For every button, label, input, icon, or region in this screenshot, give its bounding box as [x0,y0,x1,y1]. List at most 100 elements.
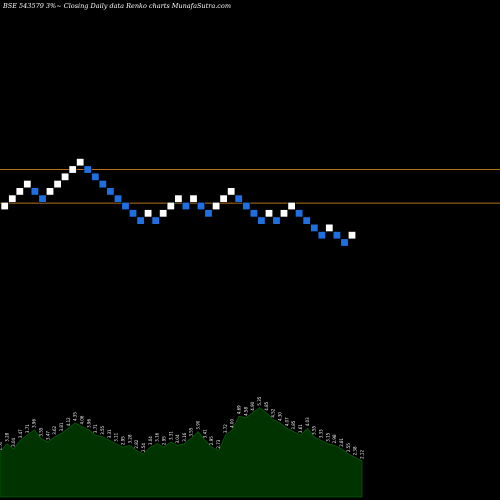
renko-brick-down [204,209,213,218]
volume-label: 2.38 [353,446,358,455]
renko-brick-down [114,194,123,203]
volume-label: 3.11 [114,432,119,441]
volume-label: 3.31 [168,431,173,440]
volume-label: 4.69 [237,405,242,414]
volume-label: 3.47 [45,431,50,440]
renko-brick-down [30,187,39,196]
volume-label: 3.61 [298,424,303,433]
volume-label: 4.52 [271,408,276,417]
renko-brick-down [249,209,258,218]
renko-brick-up [219,194,228,203]
reference-lines [0,169,500,204]
renko-brick-up [287,202,296,211]
volume-label: 3.04 [175,434,180,443]
renko-brick-down [136,216,145,225]
volume-label: 2.82 [134,439,139,448]
volume-label: 4.35 [73,412,78,421]
renko-brick-down [197,202,206,211]
renko-brick-up [61,172,70,181]
volume-label: 2.95 [120,436,125,445]
renko-brick-down [310,223,319,232]
volume-label: 2.98 [332,434,337,443]
renko-brick-up [68,165,77,174]
volume-label: 4.85 [264,401,269,410]
volume-label: 3.55 [100,425,105,434]
renko-brick-up [0,202,9,211]
renko-brick-down [340,238,349,247]
renko-brick-down [91,172,100,181]
volume-label: 3.28 [4,432,9,441]
renko-brick-up [347,231,356,240]
volume-label: 3.71 [93,424,98,433]
renko-brick-down [257,216,266,225]
volume-label: 3.04 [148,436,153,445]
volume-label: 3.33 [319,429,324,438]
volume-label: 3.15 [325,432,330,441]
renko-brick-down [129,209,138,218]
volume-label: 4.06 [80,415,85,424]
renko-brick-up [174,194,183,203]
volume-label: 3.96 [86,419,91,428]
renko-brick-up [212,202,221,211]
renko-brick-down [106,187,115,196]
renko-brick-down [272,216,281,225]
volume-label: 2.81 [339,437,344,446]
renko-brick-up [279,209,288,218]
volume-area [0,407,363,498]
renko-brick-up [159,209,168,218]
renko-brick-down [181,202,190,211]
volume-label: 3.16 [155,432,160,441]
renko-brick-up [45,187,54,196]
volume-label: 3.85 [291,420,296,429]
volume-label: 2.73 [216,439,221,448]
renko-brick-down [317,231,326,240]
volume-label: 3.71 [25,424,30,433]
chart-title: BSE 543579 3%~ Closing Daily data Renko … [2,2,231,10]
renko-brick-down [38,194,47,203]
renko-brick-up [76,158,85,167]
renko-brick-down [121,202,130,211]
renko-brick-down [98,180,107,189]
renko-brick-down [295,209,304,218]
renko-brick-down [302,216,311,225]
volume-label: 3.04 [11,437,16,446]
renko-brick-up [264,209,273,218]
renko-brick-down [332,231,341,240]
renko-brick-up [53,180,62,189]
volume-label: 3.55 [312,425,317,434]
volume-label: 2.54 [141,443,146,452]
volume-panel [0,407,363,498]
volume-label: 3.31 [107,429,112,438]
renko-brick-down [151,216,160,225]
volume-label: 4.00 [230,419,235,428]
renko-brick-up [325,223,334,232]
renko-brick-up [15,187,24,196]
volume-label: 3.55 [189,427,194,436]
volume-label: 4.03 [305,417,310,426]
volume-label: 5.35 [257,396,262,405]
renko-brick-down [242,202,251,211]
volume-label: 4.90 [250,401,255,410]
renko-brick-up [144,209,153,218]
volume-label: 3.47 [18,429,23,438]
volume-label: 4.07 [284,417,289,426]
volume-label: 4.12 [66,417,71,426]
renko-brick-up [8,194,17,203]
volume-label: 3.41 [202,429,207,438]
volume-label: 4.58 [243,407,248,416]
volume-label: 3.72 [223,424,228,433]
volume-label: 2.55 [346,443,351,452]
renko-brick-down [234,194,243,203]
volume-label: 3.55 [39,427,44,436]
renko-brick-up [227,187,236,196]
volume-label: 3.62 [52,425,57,434]
volume-label: 2.52 [0,441,3,450]
renko-bricks [0,158,356,247]
volume-label: 3.96 [32,419,37,428]
volume-label: 2.95 [209,436,214,445]
volume-label: 3.90 [196,420,201,429]
renko-brick-up [189,194,198,203]
volume-label: 3.16 [182,432,187,441]
